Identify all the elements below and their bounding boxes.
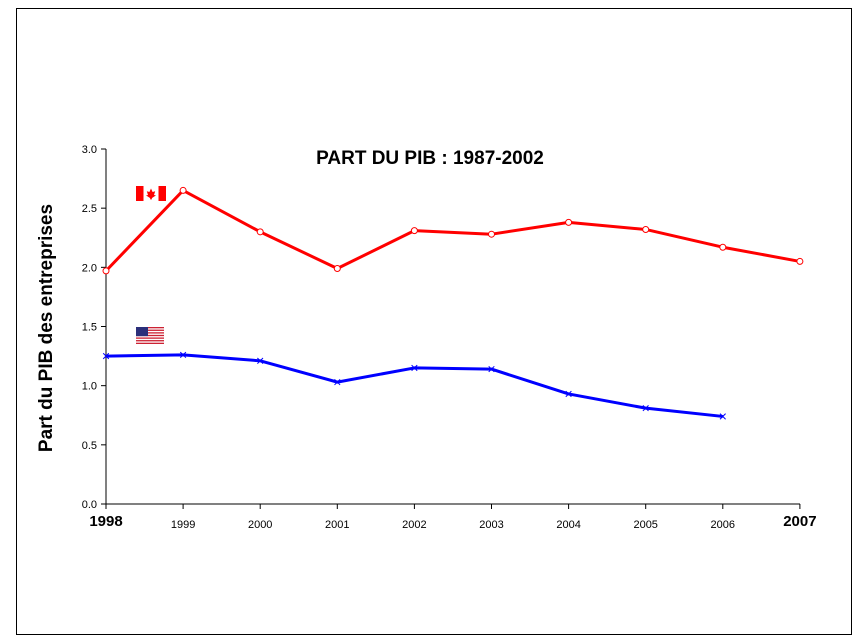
- x-tick-label: 2002: [402, 519, 426, 531]
- data-point-usa: [334, 378, 341, 386]
- data-point-canada: [565, 218, 573, 226]
- x-tick-label: 2003: [479, 519, 503, 531]
- x-tick-label: 2000: [248, 519, 272, 531]
- y-tick-label: 1.5: [82, 322, 97, 334]
- y-tick-label: 0.5: [82, 440, 97, 452]
- us-flag-icon: [136, 327, 164, 344]
- data-point-usa: [102, 352, 110, 360]
- x-tick-label: 1999: [171, 519, 195, 531]
- data-point-usa: [642, 404, 649, 412]
- y-axis-label: Part du PIB des entreprises: [36, 204, 57, 452]
- data-point-canada: [256, 228, 264, 236]
- data-point-canada: [642, 225, 650, 233]
- data-point-usa: [719, 413, 726, 420]
- x-tick-label: 1998: [89, 513, 122, 530]
- data-point-canada: [410, 227, 418, 235]
- y-tick-label: 2.0: [82, 262, 97, 274]
- chart-title: PART DU PIB : 1987-2002: [316, 148, 544, 169]
- data-point-usa: [488, 365, 495, 373]
- data-point-canada: [796, 257, 804, 265]
- chart-frame: [16, 8, 852, 635]
- data-point-canada: [333, 265, 341, 273]
- data-point-usa: [257, 357, 264, 364]
- series-line-canada: [104, 188, 801, 272]
- y-tick-label: 0.0: [82, 499, 97, 511]
- x-tick-label: 2007: [783, 513, 816, 530]
- data-point-usa: [411, 364, 418, 372]
- x-tick-label: 2006: [711, 519, 735, 531]
- y-tick-label: 1.0: [82, 381, 97, 393]
- data-point-canada: [102, 267, 110, 275]
- data-point-canada: [179, 186, 187, 194]
- x-tick-label: 2005: [633, 519, 657, 531]
- data-point-canada: [719, 243, 727, 251]
- y-tick-label: 2.5: [82, 203, 97, 215]
- data-point-usa: [179, 351, 187, 359]
- y-tick-label: 3.0: [82, 144, 97, 156]
- data-point-usa: [565, 390, 572, 398]
- series-line-usa: [105, 353, 723, 418]
- x-tick-label: 2001: [325, 519, 349, 531]
- canada-flag-icon: [136, 186, 166, 201]
- data-point-canada: [488, 230, 495, 238]
- x-tick-label: 2004: [556, 519, 580, 531]
